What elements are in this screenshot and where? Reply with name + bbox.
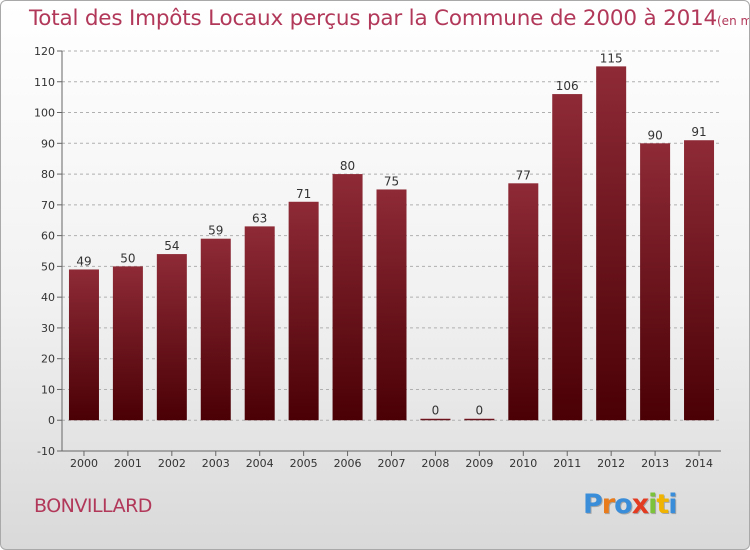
data-label-2014: 91: [691, 125, 706, 139]
x-tick-label-2004: 2004: [246, 457, 274, 470]
bar-2010: [508, 183, 539, 421]
x-tick-label-2006: 2006: [334, 457, 362, 470]
bar-2005: [288, 201, 319, 421]
x-tick-label-2007: 2007: [378, 457, 406, 470]
x-tick-label-2014: 2014: [685, 457, 713, 470]
bar-2012: [596, 66, 627, 421]
y-tick-label: 80: [41, 168, 55, 181]
data-label-2011: 106: [556, 79, 579, 93]
data-label-2001: 50: [120, 251, 135, 265]
y-tick-label: 50: [41, 260, 55, 273]
y-tick-label: 0: [48, 414, 55, 427]
y-tick-label: 10: [41, 383, 55, 396]
x-tick-label-2008: 2008: [421, 457, 449, 470]
y-tick-label: 100: [34, 107, 55, 120]
data-label-2013: 90: [647, 128, 662, 142]
x-tick-label-2000: 2000: [70, 457, 98, 470]
x-tick-label-2010: 2010: [509, 457, 537, 470]
chart-unit-note: (en milliers d'€): [717, 14, 749, 28]
data-label-2003: 59: [208, 224, 223, 238]
y-tick-label: 40: [41, 291, 55, 304]
data-label-2008: 0: [432, 404, 440, 418]
data-label-2007: 75: [384, 174, 399, 188]
bar-2004: [244, 226, 275, 421]
bar-2000: [68, 269, 99, 421]
y-tick-label: 30: [41, 322, 55, 335]
y-tick-label: 70: [41, 199, 55, 212]
data-label-2009: 0: [476, 404, 484, 418]
bar-2013: [640, 143, 671, 421]
chart-title: Total des Impôts Locaux perçus par la Co…: [29, 6, 749, 31]
y-tick-label: -10: [37, 445, 55, 458]
x-tick-label-2013: 2013: [641, 457, 669, 470]
data-label-2002: 54: [164, 239, 179, 253]
x-tick-label-2009: 2009: [465, 457, 493, 470]
x-tick-label-2003: 2003: [202, 457, 230, 470]
bar-2002: [156, 254, 187, 421]
logo-letter: t: [656, 489, 669, 520]
bar-2014: [684, 140, 715, 421]
data-label-2006: 80: [340, 159, 355, 173]
data-label-2004: 63: [252, 211, 267, 225]
logo-letter: i: [668, 489, 677, 520]
chart-title-text: Total des Impôts Locaux perçus par la Co…: [29, 6, 717, 31]
x-tick-label-2012: 2012: [597, 457, 625, 470]
data-label-2000: 49: [76, 254, 91, 268]
proxiti-logo: Proxiti: [583, 489, 678, 520]
logo-letter: P: [583, 489, 603, 520]
bar-2001: [112, 266, 143, 421]
x-tick-label-2002: 2002: [158, 457, 186, 470]
y-tick-label: 60: [41, 230, 55, 243]
bar-2008: [420, 418, 451, 421]
y-tick-label: 20: [41, 353, 55, 366]
logo-letter: r: [601, 489, 615, 520]
data-label-2005: 71: [296, 187, 311, 201]
data-label-2012: 115: [600, 51, 623, 65]
bar-2007: [376, 189, 407, 421]
y-tick-label: 110: [34, 76, 55, 89]
x-tick-label-2001: 2001: [114, 457, 142, 470]
logo-letter: x: [631, 489, 649, 520]
bar-2011: [552, 94, 583, 421]
bar-2006: [332, 174, 363, 421]
bar-2003: [200, 238, 231, 421]
bar-2009: [464, 418, 495, 421]
logo-letter: i: [648, 489, 657, 520]
y-tick-label: 120: [34, 45, 55, 58]
logo-letter: o: [614, 489, 633, 520]
commune-name: BONVILLARD: [34, 495, 152, 517]
data-label-2010: 77: [516, 168, 531, 182]
x-tick-label-2011: 2011: [553, 457, 581, 470]
y-tick-label: 90: [41, 137, 55, 150]
x-tick-label-2005: 2005: [290, 457, 318, 470]
